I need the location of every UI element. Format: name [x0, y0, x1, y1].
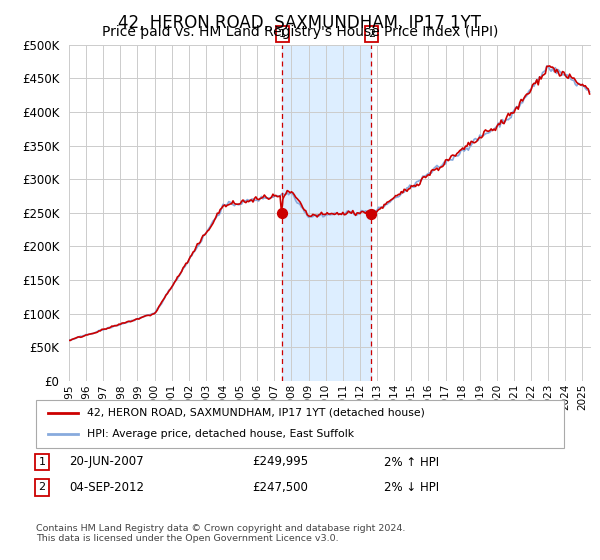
Text: 2: 2 [38, 482, 46, 492]
Text: 42, HERON ROAD, SAXMUNDHAM, IP17 1YT (detached house): 42, HERON ROAD, SAXMUNDHAM, IP17 1YT (de… [87, 408, 425, 418]
Text: 2% ↓ HPI: 2% ↓ HPI [384, 480, 439, 494]
Text: 20-JUN-2007: 20-JUN-2007 [69, 455, 143, 469]
Text: 42, HERON ROAD, SAXMUNDHAM, IP17 1YT: 42, HERON ROAD, SAXMUNDHAM, IP17 1YT [119, 14, 482, 32]
Text: HPI: Average price, detached house, East Suffolk: HPI: Average price, detached house, East… [87, 429, 354, 439]
Text: 2% ↑ HPI: 2% ↑ HPI [384, 455, 439, 469]
Point [277, 208, 287, 217]
Text: 1: 1 [279, 29, 286, 39]
Text: 04-SEP-2012: 04-SEP-2012 [69, 480, 144, 494]
Text: Price paid vs. HM Land Registry's House Price Index (HPI): Price paid vs. HM Land Registry's House … [102, 25, 498, 39]
Text: £247,500: £247,500 [252, 480, 308, 494]
Point [367, 210, 376, 219]
Text: Contains HM Land Registry data © Crown copyright and database right 2024.
This d: Contains HM Land Registry data © Crown c… [36, 524, 406, 543]
Text: £249,995: £249,995 [252, 455, 308, 469]
Text: 2: 2 [368, 29, 375, 39]
Bar [282, 45, 371, 381]
Text: 1: 1 [38, 457, 46, 467]
